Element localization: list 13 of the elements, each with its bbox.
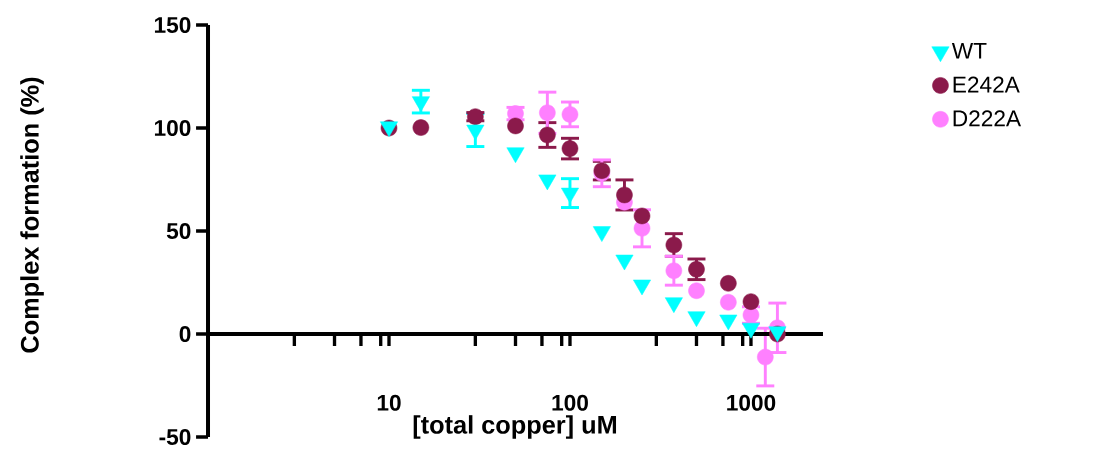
y-tick-label: -50 xyxy=(159,428,191,446)
y-tick-label: 0 xyxy=(179,325,191,343)
x-tick-label: 10 xyxy=(377,394,401,411)
x-axis-title: [total copper] uM xyxy=(413,415,617,439)
legend-label: E242A xyxy=(953,76,1020,93)
y-tick-label: 150 xyxy=(154,16,191,34)
y-tick-label: 100 xyxy=(154,119,191,137)
y-axis-title: Complex formation (%) xyxy=(20,77,44,353)
x-tick-label: 100 xyxy=(552,394,588,411)
legend-label: D222A xyxy=(953,110,1022,127)
y-tick-label: 50 xyxy=(166,222,191,240)
legend-label: WT xyxy=(951,42,987,59)
x-tick-label: 1000 xyxy=(727,394,776,411)
